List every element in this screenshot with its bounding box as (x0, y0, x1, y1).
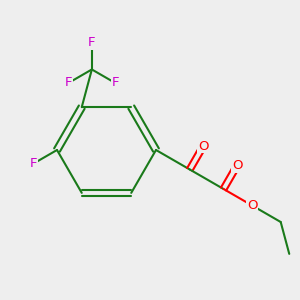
Text: F: F (65, 76, 72, 89)
Text: F: F (112, 76, 119, 89)
Text: O: O (247, 199, 257, 212)
Text: F: F (88, 36, 96, 49)
Text: O: O (198, 140, 208, 153)
Text: O: O (232, 159, 242, 172)
Text: F: F (30, 157, 38, 170)
